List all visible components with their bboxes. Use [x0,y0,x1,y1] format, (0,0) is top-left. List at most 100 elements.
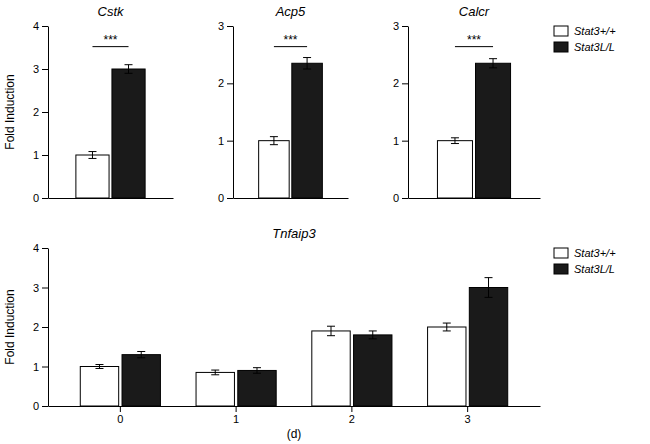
annotation: *** [467,33,481,47]
tick-label: 2 [393,77,399,89]
error-cap [451,143,459,144]
tick-label: 0 [393,192,399,204]
bar [437,141,472,198]
x-tick: 0 [117,406,123,425]
axis-line [408,27,409,199]
series [122,278,508,406]
error-line [128,65,129,74]
error-cap [369,338,377,339]
y-tick: 0 [393,192,408,204]
error-line [256,368,257,374]
axis-line [48,249,49,407]
bar [292,63,323,198]
tick-label: 1 [218,135,224,147]
tick-label: 3 [33,63,39,75]
panel: 01234CstkFold Induction*** [3,4,174,204]
legend-swatch [554,26,568,36]
legend: Stat3+/+Stat3L/L [554,25,616,53]
bar [354,335,392,406]
y-label: Fold Induction [3,289,17,364]
legend-label: Stat3+/+ [574,247,616,259]
legend-label: Stat3L/L [574,41,615,53]
series [112,65,145,198]
bar [112,69,145,198]
error-cap [369,330,377,331]
error-line [446,323,447,331]
tick [227,26,233,27]
error-cap [95,368,103,369]
figure: 01234CstkFold Induction***0123Acp5***012… [0,0,650,444]
tick-label: 0 [218,192,224,204]
y-tick: 2 [33,106,48,118]
tick [42,248,48,249]
axis-line [233,27,234,199]
bar [122,355,160,406]
y-tick: 4 [33,242,48,254]
error-cap [327,326,335,327]
tick [42,367,48,368]
tick [42,69,48,70]
error-line [141,351,142,357]
tick-label: 3 [465,413,471,425]
y-tick: 3 [33,63,48,75]
error-cap [270,136,278,137]
x-tick: 1 [233,406,239,425]
legend: Stat3+/+ Stat3L/L [554,247,616,275]
marks [76,65,145,198]
y-tick: 0 [33,400,48,412]
error-bar [88,152,96,159]
error-cap [137,351,145,352]
tick-label: 1 [393,135,399,147]
error-line [273,137,274,145]
marks [80,278,507,406]
x-tick: 3 [465,406,471,425]
error-line [215,370,216,375]
title: Tnfaip3 [272,226,316,241]
panel: 012301234Tnfaip3Fold Induction(d)Stat3+/… [3,226,616,441]
y-tick: 1 [33,361,48,373]
x-tick: 2 [349,406,355,425]
y-label: Fold Induction [3,74,17,149]
legend-swatch [554,248,568,258]
tick-label: 4 [33,242,39,254]
error-cap [137,357,145,358]
y-axis: 0123 [393,20,409,204]
error-cap [88,158,96,159]
tick [120,406,121,412]
series [76,152,109,198]
legend-entry: Stat3+/+ [554,247,616,259]
error-cap [443,323,451,324]
series [80,323,466,406]
bar [428,327,466,406]
bar [476,63,511,198]
bar [469,288,507,407]
series [476,59,511,198]
tick [42,327,48,328]
title: Cstk [98,4,126,19]
tick [42,112,48,113]
error-bar [211,370,219,375]
error-bar [451,138,459,144]
x-axis [409,198,541,199]
error-line [307,58,308,69]
error-bar [443,323,451,331]
error-cap [270,144,278,145]
panel: 0123Calcr***Stat3+/+Stat3L/L [393,4,616,204]
tick-label: 0 [33,192,39,204]
tick [227,198,233,199]
tick-label: 2 [33,106,39,118]
axis-line [49,198,174,199]
tick-label: 1 [33,361,39,373]
panel: 0123Acp5*** [218,4,349,204]
bar [76,155,109,198]
error-cap [88,151,96,152]
legend-label: Stat3L/L [574,263,615,275]
tick [236,406,237,412]
error-cap [303,69,311,70]
tick-label: 0 [117,413,123,425]
y-tick: 2 [393,77,408,89]
tick [42,288,48,289]
x-label: (d) [287,427,302,441]
error-cap [211,374,219,375]
error-cap [451,137,459,138]
